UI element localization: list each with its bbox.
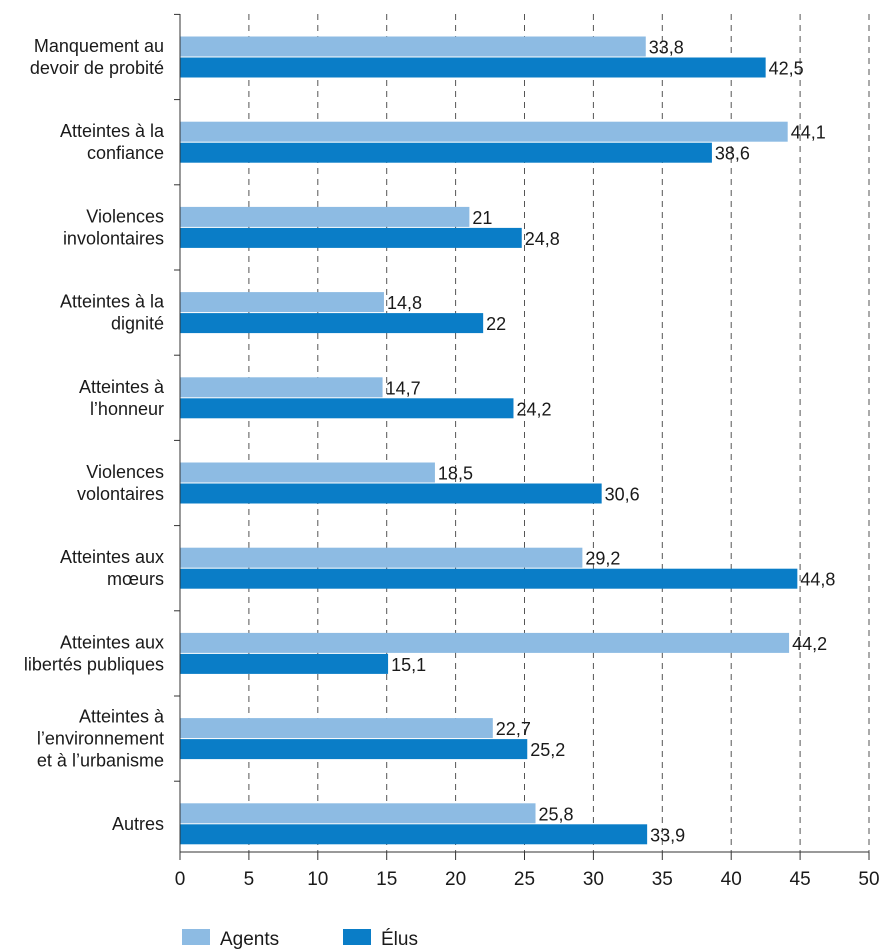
category-label-line: confiance <box>87 143 164 163</box>
category-label-line: Autres <box>112 814 164 834</box>
bar-agents <box>180 206 470 227</box>
category-label-line: Manquement au <box>34 36 164 56</box>
category-label-line: mœurs <box>107 569 164 589</box>
data-label-elus: 22 <box>486 314 506 334</box>
data-label-agents: 44,2 <box>792 634 827 654</box>
x-tick-label: 20 <box>445 869 466 890</box>
category-label-line: Atteintes aux <box>60 547 164 567</box>
bar-agents <box>180 121 788 142</box>
bar-agents <box>180 718 493 739</box>
bar-elus <box>180 57 766 78</box>
data-label-agents: 14,7 <box>386 378 421 398</box>
x-tick-label: 40 <box>721 869 742 890</box>
category-label-line: Atteintes à <box>79 707 165 727</box>
bar-agents <box>180 377 383 398</box>
bar-elus <box>180 398 514 419</box>
data-label-elus: 25,2 <box>530 740 565 760</box>
data-label-agents: 29,2 <box>585 549 620 569</box>
category-label: Autres <box>112 814 164 834</box>
data-label-agents: 21 <box>472 208 492 228</box>
data-label-agents: 25,8 <box>539 804 574 824</box>
bar-agents <box>180 547 583 568</box>
data-label-elus: 24,2 <box>516 399 551 419</box>
category-label: Violences volontaires <box>77 462 164 504</box>
data-label-elus: 38,6 <box>715 144 750 164</box>
category-label: Atteintes aux libertés publiques <box>24 632 164 674</box>
bar-elus <box>180 568 798 589</box>
bar-elus <box>180 483 602 504</box>
data-label-elus: 24,8 <box>525 229 560 249</box>
category-label-line: Violences <box>86 206 164 226</box>
bar-elus <box>180 142 712 163</box>
category-label-line: devoir de probité <box>30 58 164 78</box>
x-tick-label: 25 <box>514 869 535 890</box>
category-label: Atteintes à l’honneur <box>79 377 165 419</box>
x-tick-label: 10 <box>307 869 328 890</box>
bar-elus <box>180 227 522 248</box>
category-label-line: volontaires <box>77 484 164 504</box>
data-label-agents: 22,7 <box>496 719 531 739</box>
data-label-agents: 18,5 <box>438 464 473 484</box>
bars <box>180 36 798 845</box>
category-label-line: l’environnement <box>37 729 164 749</box>
category-label: Atteintes à la dignité <box>60 292 165 334</box>
category-label-line: Atteintes à la <box>60 292 165 312</box>
category-label-line: l’honneur <box>90 399 164 419</box>
data-label-elus: 42,5 <box>769 59 804 79</box>
category-label: Atteintes à l’environnement et à l’urbanis… <box>37 707 165 771</box>
category-label: Manquement au devoir de probité <box>30 36 164 78</box>
category-label: Violences involontaires <box>63 206 164 248</box>
data-label-elus: 30,6 <box>605 485 640 505</box>
data-label-agents: 33,8 <box>649 38 684 58</box>
legend-label-agents: Agents <box>220 929 279 950</box>
bar-agents <box>180 803 536 824</box>
bar-agents <box>180 292 384 313</box>
category-label-line: libertés publiques <box>24 654 164 674</box>
x-tick-label: 45 <box>790 869 811 890</box>
data-label-agents: 14,8 <box>387 293 422 313</box>
labels: 33,8 42,5 Manquement au devoir de probité 44… <box>24 36 835 845</box>
legend: Agents Élus <box>182 929 418 950</box>
category-label-line: Atteintes à <box>79 377 165 397</box>
bar-agents <box>180 632 790 653</box>
data-label-elus: 15,1 <box>391 655 426 675</box>
data-label-agents: 44,1 <box>791 123 826 143</box>
category-label-line: Atteintes aux <box>60 632 164 652</box>
bar-agents <box>180 36 646 57</box>
category-label-line: involontaires <box>63 228 164 248</box>
category-label-line: dignité <box>111 314 164 334</box>
category-label: Atteintes à la confiance <box>60 121 165 163</box>
x-tick-label: 5 <box>244 869 255 890</box>
data-label-elus: 33,9 <box>650 825 685 845</box>
legend-label-elus: Élus <box>381 929 418 950</box>
category-label-line: Atteintes à la <box>60 121 165 141</box>
bar-agents <box>180 462 435 483</box>
grid-lines <box>248 14 870 852</box>
bar-elus <box>180 739 528 760</box>
bar-elus <box>180 824 648 845</box>
bar-elus <box>180 313 484 334</box>
axes: 0 5 10 15 20 25 30 35 40 45 50 <box>174 13 880 890</box>
category-label: Atteintes aux mœurs <box>60 547 164 589</box>
x-tick-label: 15 <box>376 869 397 890</box>
x-tick-label: 30 <box>583 869 604 890</box>
data-label-elus: 44,8 <box>800 570 835 590</box>
legend-swatch-agents <box>182 929 210 945</box>
category-label-line: et à l’urbanisme <box>37 751 164 771</box>
bar-elus <box>180 653 389 674</box>
x-tick-label: 35 <box>652 869 673 890</box>
x-tick-label: 50 <box>858 869 879 890</box>
legend-swatch-elus <box>343 929 371 945</box>
x-tick-label: 0 <box>175 869 186 890</box>
category-label-line: Violences <box>86 462 164 482</box>
